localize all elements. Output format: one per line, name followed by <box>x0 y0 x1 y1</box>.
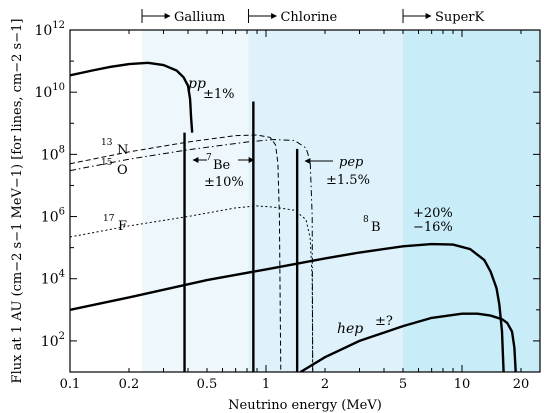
x-tick-label: 2 <box>321 377 329 392</box>
detector-labels: Gallium Chlorine SuperK <box>141 9 485 25</box>
b8-uncertainty-minus: −16% <box>413 220 453 235</box>
pp-uncertainty: ±1% <box>203 87 235 102</box>
b8-label: B <box>371 220 381 235</box>
y-axis-label: Flux at 1 AU (cm−2 s−1 MeV−1) [for lines… <box>10 19 25 384</box>
y-tick-label: 1010 <box>34 82 65 101</box>
x-tick-label: 0.1 <box>60 377 81 392</box>
curve-pp <box>70 61 194 133</box>
be7-label: Be <box>213 158 231 173</box>
x-tick-label: 20 <box>513 377 530 392</box>
hep-label: hep <box>337 321 363 337</box>
curve-hep <box>299 312 517 372</box>
be7-uncertainty: ±10% <box>204 175 244 190</box>
curve-n13 <box>70 134 282 372</box>
pep-label: pep <box>339 155 364 170</box>
region-chlorine <box>248 30 404 372</box>
x-tick-label: 0.2 <box>119 377 140 392</box>
x-tick-label: 0.5 <box>197 377 218 392</box>
x-tick-label: 10 <box>454 377 471 392</box>
region-superk <box>403 30 540 372</box>
curve-o15 <box>70 138 314 372</box>
be7-label-pre: 7 <box>206 153 212 163</box>
n13-label-pre: 13 <box>101 138 113 148</box>
y-tick-label: 104 <box>41 269 65 288</box>
x-axis-ticks: 0.1 0.2 0.5 1 2 5 10 20 <box>60 30 530 392</box>
curve-f17 <box>70 205 314 372</box>
n13-label: N <box>117 143 128 158</box>
flux-curves <box>70 61 517 372</box>
x-tick-label: 1 <box>262 377 270 392</box>
region-gallium <box>142 30 249 372</box>
detector-regions <box>142 30 540 372</box>
b8-uncertainty-plus: +20% <box>413 206 453 221</box>
hep-uncertainty: ±? <box>375 314 393 329</box>
plot-frame <box>69 29 541 373</box>
region-label-superk: SuperK <box>435 10 485 25</box>
y-axis-ticks: 102 104 106 108 1010 1012 <box>34 20 540 373</box>
y-tick-label: 1012 <box>34 20 65 39</box>
line-fluxes <box>183 101 299 372</box>
o15-label: O <box>117 163 128 178</box>
curve-b8 <box>70 242 505 372</box>
y-tick-label: 106 <box>41 207 65 226</box>
region-label-gallium: Gallium <box>174 10 225 25</box>
y-tick-label: 108 <box>41 144 65 163</box>
region-label-chlorine: Chlorine <box>280 10 337 25</box>
x-tick-label: 5 <box>399 377 407 392</box>
pp-label: pp <box>188 76 206 92</box>
b8-label-pre: 8 <box>363 215 369 225</box>
f17-label-pre: 17 <box>103 214 115 224</box>
y-tick-label: 102 <box>41 331 65 350</box>
pep-uncertainty: ±1.5% <box>326 173 370 188</box>
x-axis-label: Neutrino energy (MeV) <box>228 398 382 413</box>
o15-label-pre: 15 <box>101 158 113 168</box>
f17-label: F <box>118 219 127 234</box>
series-labels: pp ±1% 13 N 15 O 17 F 7 Be ±10% pep ±1.5… <box>101 76 453 337</box>
